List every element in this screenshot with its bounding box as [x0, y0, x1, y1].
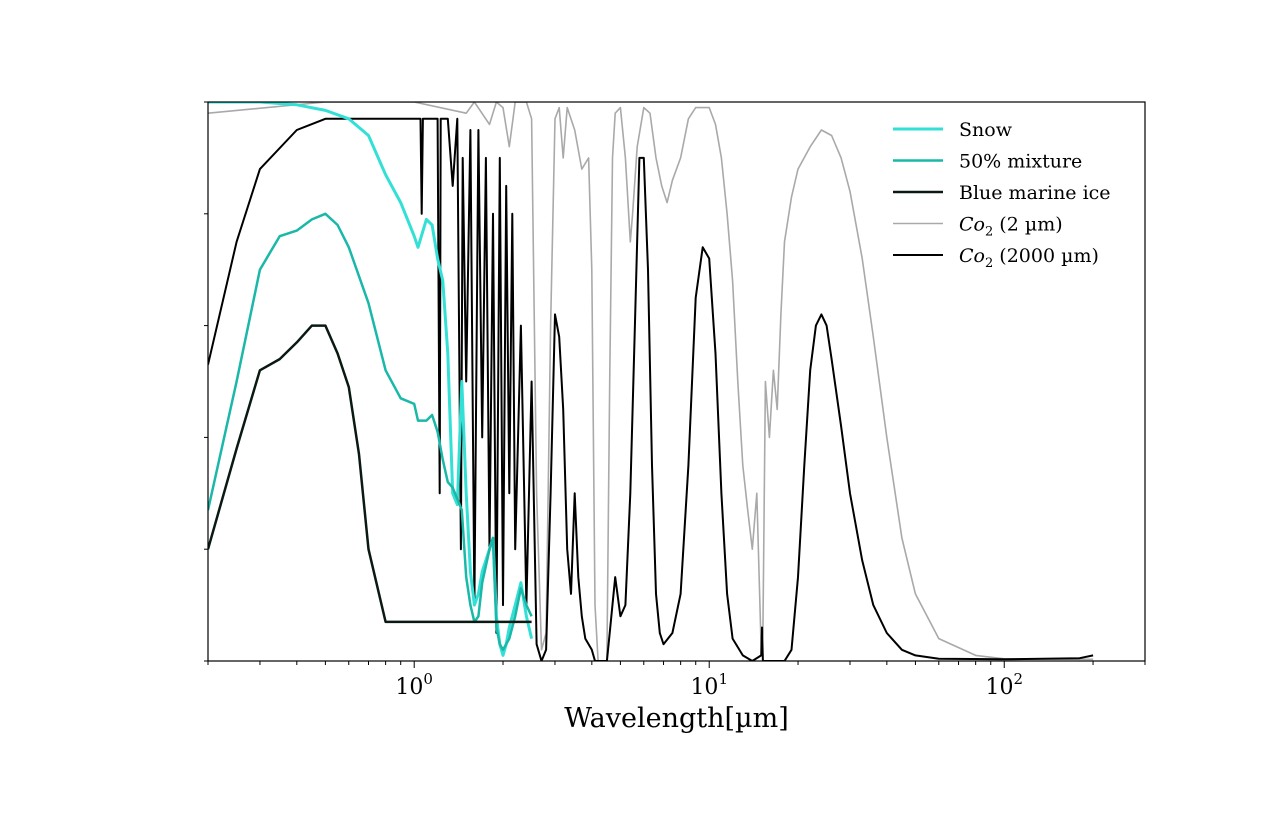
- legend: Snow 50% mixture Blue marine ice Co2 (2 µm)…: [893, 119, 1111, 271]
- plot-frame: [207, 101, 1146, 662]
- x-ticks: 100 101 102: [207, 661, 1146, 700]
- x-tick-label: 101: [690, 670, 728, 700]
- series-line-snow: [208, 102, 534, 657]
- series-line-co2-2-m: [208, 102, 1094, 661]
- x-axis-label: Wavelength[µm]: [564, 703, 788, 734]
- legend-label-50-mixture: 50% mixture: [959, 151, 1082, 173]
- x-tick-label: 102: [985, 670, 1023, 700]
- legend-label-blue-marine-ice: Blue marine ice: [959, 182, 1111, 204]
- x-tick-label: 100: [395, 670, 433, 700]
- legend-label-co2-2000-m: Co2 (2000 µm): [959, 245, 1099, 271]
- legend-label-snow: Snow: [959, 119, 1013, 141]
- series-line-blue-marine-ice: [208, 324, 532, 624]
- y-ticks: [204, 101, 208, 662]
- legend-label-co2-2-m: Co2 (2 µm): [959, 214, 1063, 240]
- series-line-50-mixture: [208, 212, 533, 652]
- series-layer: [208, 102, 1094, 661]
